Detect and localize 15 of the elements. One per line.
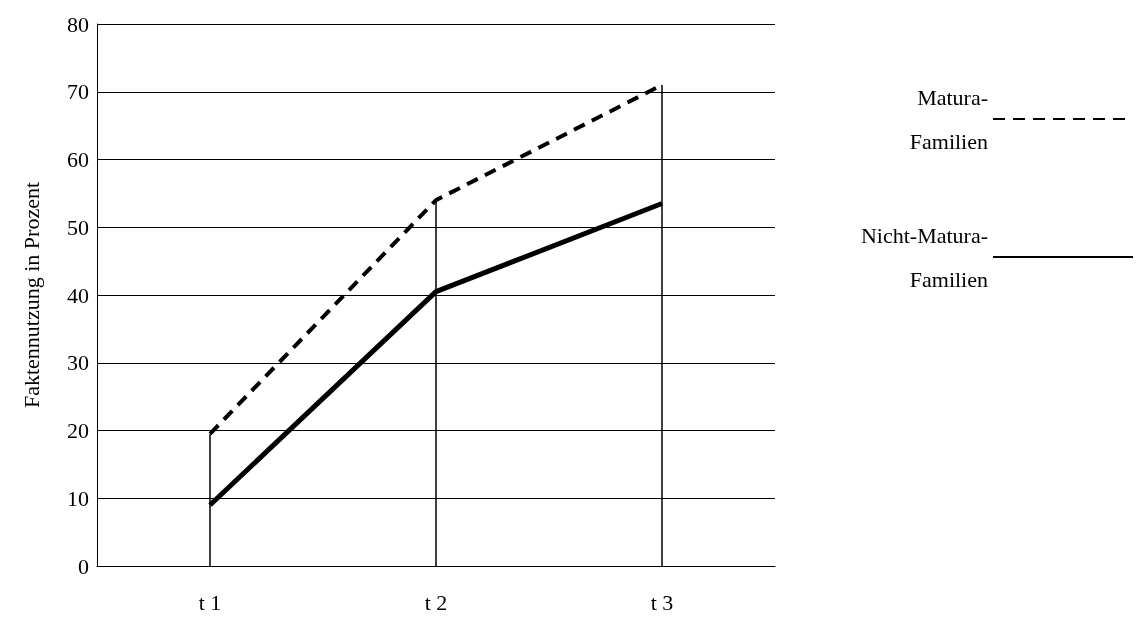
x-tick-label: t 3 <box>650 589 674 615</box>
y-tick-label: 30 <box>67 350 89 376</box>
y-tick-label: 50 <box>67 214 89 240</box>
y-tick-label: 20 <box>67 418 89 443</box>
y-tick-label: 10 <box>67 485 89 511</box>
text: Matura-Familien <box>909 84 988 154</box>
y-tick-label: 60 <box>67 147 89 172</box>
y-tick-label: 70 <box>67 79 89 105</box>
y-tick-label: 40 <box>67 282 89 308</box>
x-tick-label: t 1 <box>198 589 222 615</box>
y-tick-label: 0 <box>78 553 89 579</box>
y-axis-title: Faktennutzung in Prozent <box>18 181 44 409</box>
x-tick-label: t 2 <box>424 589 448 615</box>
text: Nicht-Matura-Familien <box>860 222 988 292</box>
y-tick-label: 80 <box>67 11 89 37</box>
